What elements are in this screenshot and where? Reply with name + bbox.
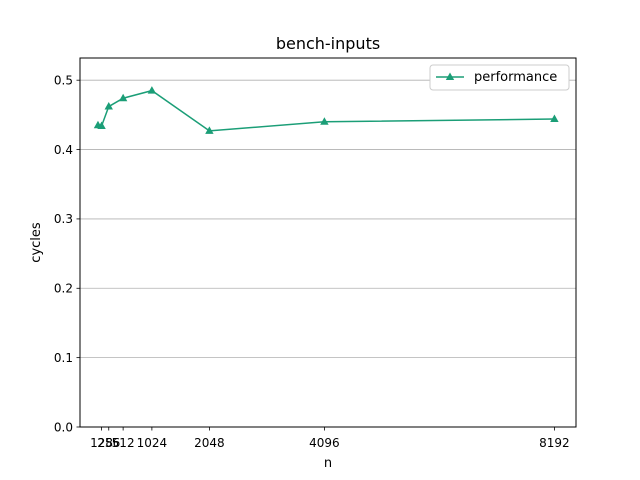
x-tick-label: 128 (90, 436, 113, 450)
y-axis-label: cycles (29, 222, 44, 263)
x-tick-label: 1024 (137, 436, 168, 450)
data-point (147, 86, 157, 94)
grid-lines (80, 79, 576, 428)
chart-title: bench-inputs (276, 34, 380, 53)
x-tick-label: 2048 (194, 436, 225, 450)
x-tick-label: 512 (112, 436, 135, 450)
x-tick-label: 256 (97, 436, 120, 450)
y-tick-label: 0.4 (54, 143, 73, 157)
legend-marker-triangle (445, 72, 455, 80)
y-axis: 0.0 0.1 0.2 0.3 0.4 0.5 (54, 73, 80, 434)
series-layer (93, 86, 559, 134)
data-point (550, 114, 559, 123)
y-tick-label: 0.3 (54, 212, 73, 226)
data-point (104, 102, 113, 110)
data-point (118, 93, 128, 102)
data-point (205, 126, 214, 134)
data-point (320, 117, 329, 125)
y-tick-label: 0.1 (54, 351, 73, 365)
y-tick-label: 0.5 (54, 73, 73, 87)
y-tick-label: 0.2 (54, 282, 73, 296)
x-tick-label: 4096 (309, 436, 340, 450)
x-tick-label: 8192 (539, 436, 570, 450)
series-line-performance (97, 89, 555, 132)
x-axis-label: n (324, 456, 332, 471)
y-tick-label: 0.0 (54, 420, 73, 434)
legend-label-performance: performance (474, 70, 557, 85)
data-point (97, 121, 106, 129)
legend: performance (429, 64, 570, 91)
plot-area (79, 57, 577, 428)
legend-box (429, 64, 570, 91)
